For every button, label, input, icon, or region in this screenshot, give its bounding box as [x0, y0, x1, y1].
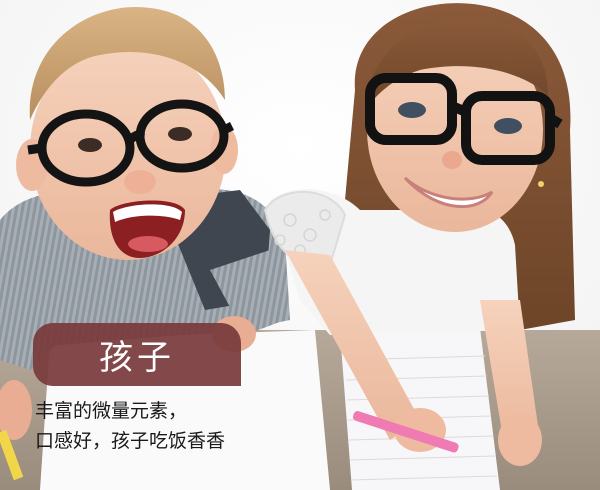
caption: 丰富的微量元素， 口感好，孩子吃饭香香	[35, 396, 225, 456]
category-tag: 孩子	[33, 323, 241, 386]
boy	[0, 6, 290, 481]
category-tag-label: 孩子	[99, 338, 175, 378]
caption-line-2: 口感好，孩子吃饭香香	[35, 430, 226, 452]
girl	[263, 3, 575, 466]
caption-line-1: 丰富的微量元素，	[35, 400, 188, 422]
